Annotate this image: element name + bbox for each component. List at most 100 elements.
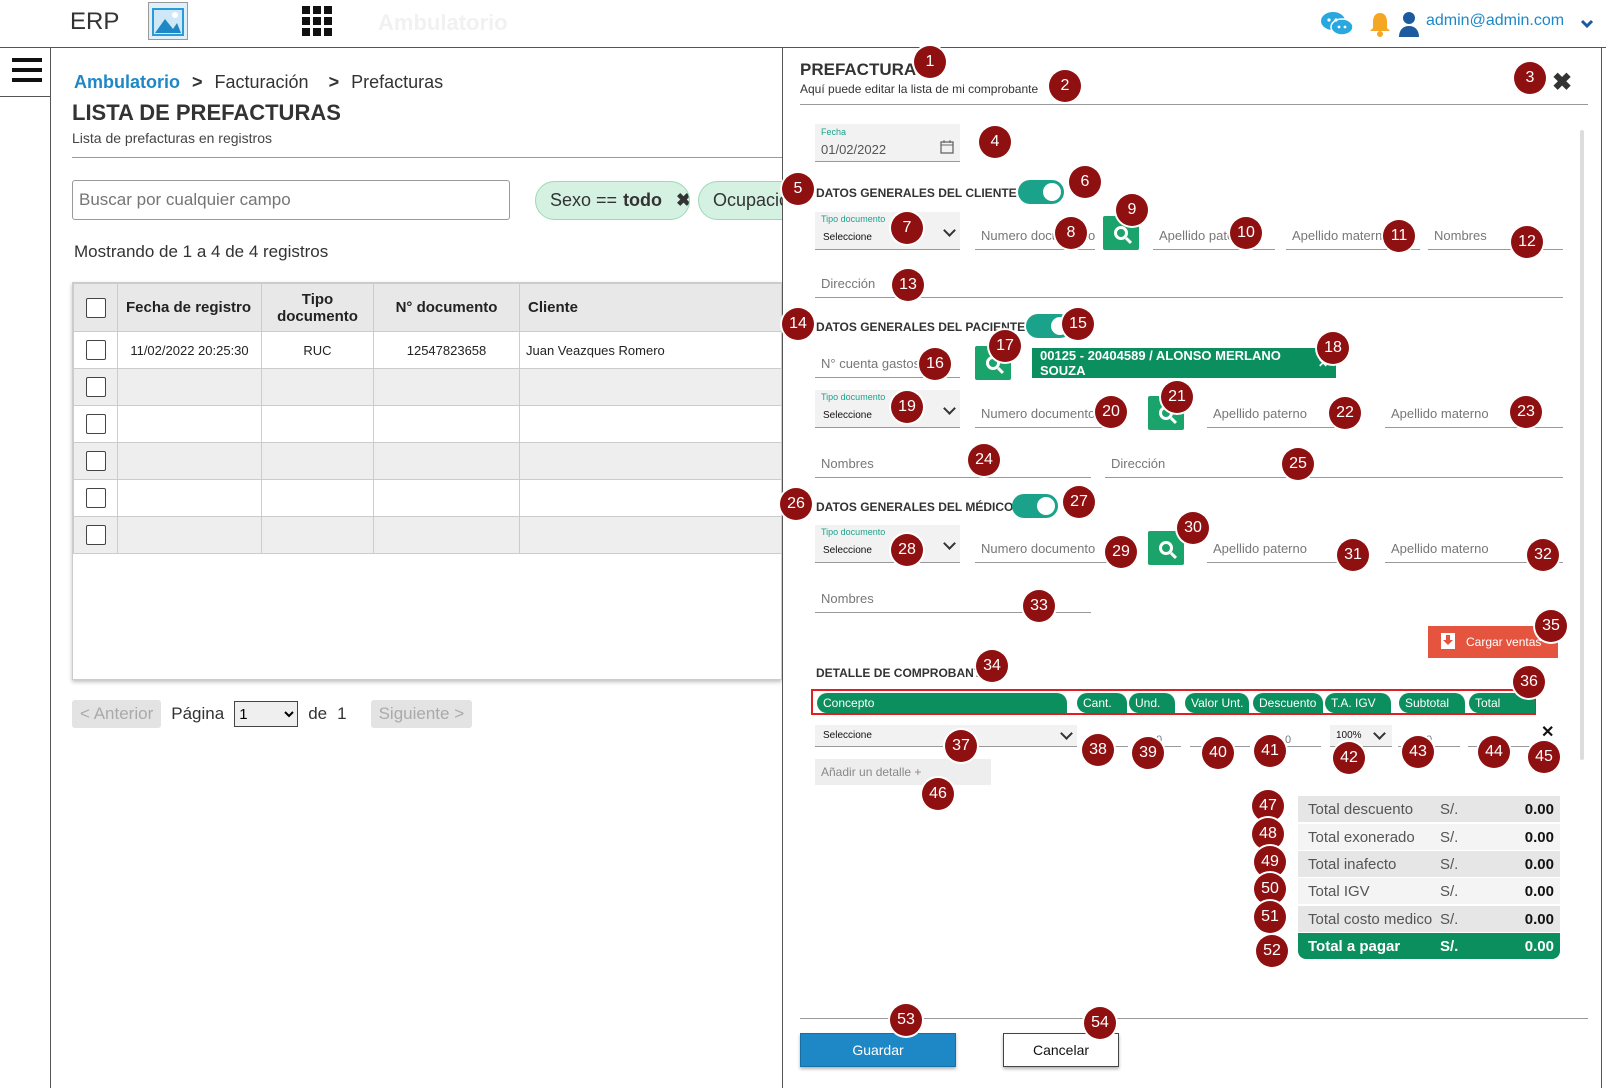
- table-cell: 12547823658: [373, 331, 520, 369]
- chat-icon[interactable]: [1320, 10, 1354, 43]
- cliente-apellido-paterno-field[interactable]: Apellido paterno: [1153, 218, 1275, 250]
- table-row[interactable]: [73, 479, 781, 517]
- close-icon[interactable]: ✖: [676, 190, 690, 210]
- medico-apellido-materno-field[interactable]: Apellido materno: [1385, 531, 1563, 563]
- column-header[interactable]: Tipo documento: [261, 283, 374, 332]
- paciente-apellido-materno-field[interactable]: Apellido materno: [1385, 396, 1563, 428]
- annotation-badge: 52: [1256, 935, 1288, 967]
- paciente-nombres-field[interactable]: Nombres: [815, 446, 1091, 478]
- select-all-checkbox[interactable]: [85, 297, 106, 318]
- row-checkbox[interactable]: [85, 525, 106, 545]
- detalle-descuento-field[interactable]: 0: [1255, 725, 1321, 747]
- medico-apellido-paterno-field[interactable]: Apellido paterno: [1207, 531, 1341, 563]
- annotation-badge: 28: [891, 534, 923, 566]
- cliente-tipo-documento-select[interactable]: Tipo documento Seleccione: [815, 212, 960, 250]
- row-checkbox[interactable]: [85, 414, 106, 434]
- user-icon[interactable]: [1398, 10, 1420, 43]
- user-email[interactable]: admin@admin.com: [1426, 12, 1565, 29]
- paciente-tipo-documento-select[interactable]: Tipo documento Seleccione: [815, 390, 960, 428]
- medico-toggle[interactable]: [1012, 494, 1058, 518]
- filter-chip-sexo[interactable]: Sexo == todo ✖: [535, 181, 690, 220]
- field-placeholder: Numero documento: [981, 541, 1096, 556]
- prefacturas-table: Fecha de registro Tipo documento N° docu…: [72, 282, 782, 680]
- bell-icon[interactable]: [1368, 10, 1392, 43]
- table-cell: [373, 368, 520, 406]
- table-cell: [519, 479, 781, 517]
- app-name: ERP: [70, 8, 120, 35]
- panel-scrollbar[interactable]: [1580, 130, 1584, 760]
- cliente-toggle[interactable]: [1018, 180, 1064, 204]
- table-row[interactable]: [73, 442, 781, 480]
- total-label: Total IGV: [1308, 882, 1370, 900]
- filter-label: Sexo ==: [550, 190, 618, 210]
- annotation-badge: 6: [1069, 166, 1101, 198]
- col-total: Total: [1469, 693, 1535, 713]
- table-row[interactable]: [73, 368, 781, 406]
- breadcrumb-ambulatorio[interactable]: Ambulatorio: [74, 72, 180, 92]
- close-icon[interactable]: ✖: [1552, 69, 1573, 96]
- add-detail-button[interactable]: Añadir un detalle +: [815, 759, 991, 785]
- guardar-button[interactable]: Guardar: [800, 1033, 956, 1067]
- medico-search-button[interactable]: [1148, 531, 1184, 565]
- field-placeholder: Apellido materno: [1292, 228, 1390, 243]
- annotation-badge: 7: [891, 212, 923, 244]
- breadcrumb-facturacion[interactable]: Facturación: [214, 72, 309, 92]
- prev-page-button[interactable]: < Anterior: [72, 700, 162, 728]
- close-icon[interactable]: ✕: [1317, 356, 1328, 370]
- field-placeholder: Dirección: [821, 276, 876, 291]
- remove-row-icon[interactable]: ✕: [1541, 724, 1555, 741]
- annotation-badge: 9: [1116, 194, 1148, 226]
- table-row[interactable]: [73, 405, 781, 443]
- row-checkbox[interactable]: [85, 340, 106, 360]
- paciente-apellido-paterno-field[interactable]: Apellido paterno: [1207, 396, 1341, 428]
- table-cell: [117, 405, 262, 443]
- paciente-cuenta-gastos-field[interactable]: N° cuenta gastos: [815, 346, 960, 378]
- annotation-badge: 5: [782, 173, 814, 205]
- paciente-direccion-field[interactable]: Dirección: [1105, 446, 1563, 478]
- annotation-badge: 29: [1105, 536, 1137, 568]
- field-placeholder: Nombres: [821, 591, 874, 606]
- col-valor-unt: Valor Unt.: [1185, 693, 1249, 713]
- row-checkbox[interactable]: [85, 377, 106, 397]
- row-checkbox[interactable]: [85, 488, 106, 508]
- cliente-apellido-materno-field[interactable]: Apellido materno: [1286, 218, 1420, 250]
- filter-chip-ocupacion[interactable]: Ocupación: [698, 181, 783, 220]
- medico-nombres-field[interactable]: Nombres: [815, 581, 1091, 613]
- annotation-badge: 38: [1082, 734, 1114, 766]
- annotation-badge: 22: [1329, 397, 1361, 429]
- annotation-badge: 20: [1095, 396, 1127, 428]
- search-input[interactable]: [72, 180, 510, 220]
- apps-grid-icon[interactable]: [302, 6, 332, 36]
- row-checkbox[interactable]: [85, 451, 106, 471]
- fecha-field[interactable]: Fecha 01/02/2022: [815, 124, 960, 162]
- total-label: Total a pagar: [1308, 937, 1401, 955]
- total-value: 0.00: [1524, 882, 1554, 900]
- menu-icon[interactable]: [12, 58, 42, 84]
- paciente-numero-documento-field[interactable]: Numero documento: [975, 396, 1110, 428]
- total-value: 0.00: [1524, 828, 1554, 846]
- cargar-ventas-button[interactable]: Cargar ventas: [1428, 626, 1558, 658]
- annotation-badge: 10: [1230, 217, 1262, 249]
- cliente-direccion-field[interactable]: Dirección: [815, 266, 1563, 298]
- calendar-icon[interactable]: [940, 140, 954, 159]
- column-header[interactable]: Fecha de registro: [117, 283, 262, 332]
- medico-numero-documento-field[interactable]: Numero documento: [975, 531, 1110, 563]
- chevron-down-icon[interactable]: [1580, 16, 1594, 34]
- select-all-header: [73, 283, 118, 332]
- column-header[interactable]: N° documento: [373, 283, 520, 332]
- next-page-button[interactable]: Siguiente >: [370, 700, 473, 728]
- table-row[interactable]: [73, 516, 781, 554]
- chevron-right-icon: >: [192, 72, 203, 92]
- left-rail-divider: [50, 48, 51, 1088]
- section-cliente-title: DATOS GENERALES DEL CLIENTE: [816, 186, 1017, 200]
- row-select-cell: [73, 479, 118, 517]
- annotation-badge: 26: [780, 488, 812, 520]
- page-select[interactable]: 1: [234, 701, 299, 727]
- medico-tipo-documento-select[interactable]: Tipo documento Seleccione: [815, 525, 960, 563]
- table-cell: Juan Veazques Romero: [519, 331, 781, 369]
- column-header[interactable]: Cliente: [519, 283, 781, 332]
- annotation-badge: 33: [1023, 590, 1055, 622]
- table-row[interactable]: 11/02/2022 20:25:30 RUC 12547823658 Juan…: [73, 331, 781, 369]
- panel-title: PREFACTURA: [800, 60, 917, 79]
- cliente-nombres-field[interactable]: Nombres: [1428, 218, 1563, 250]
